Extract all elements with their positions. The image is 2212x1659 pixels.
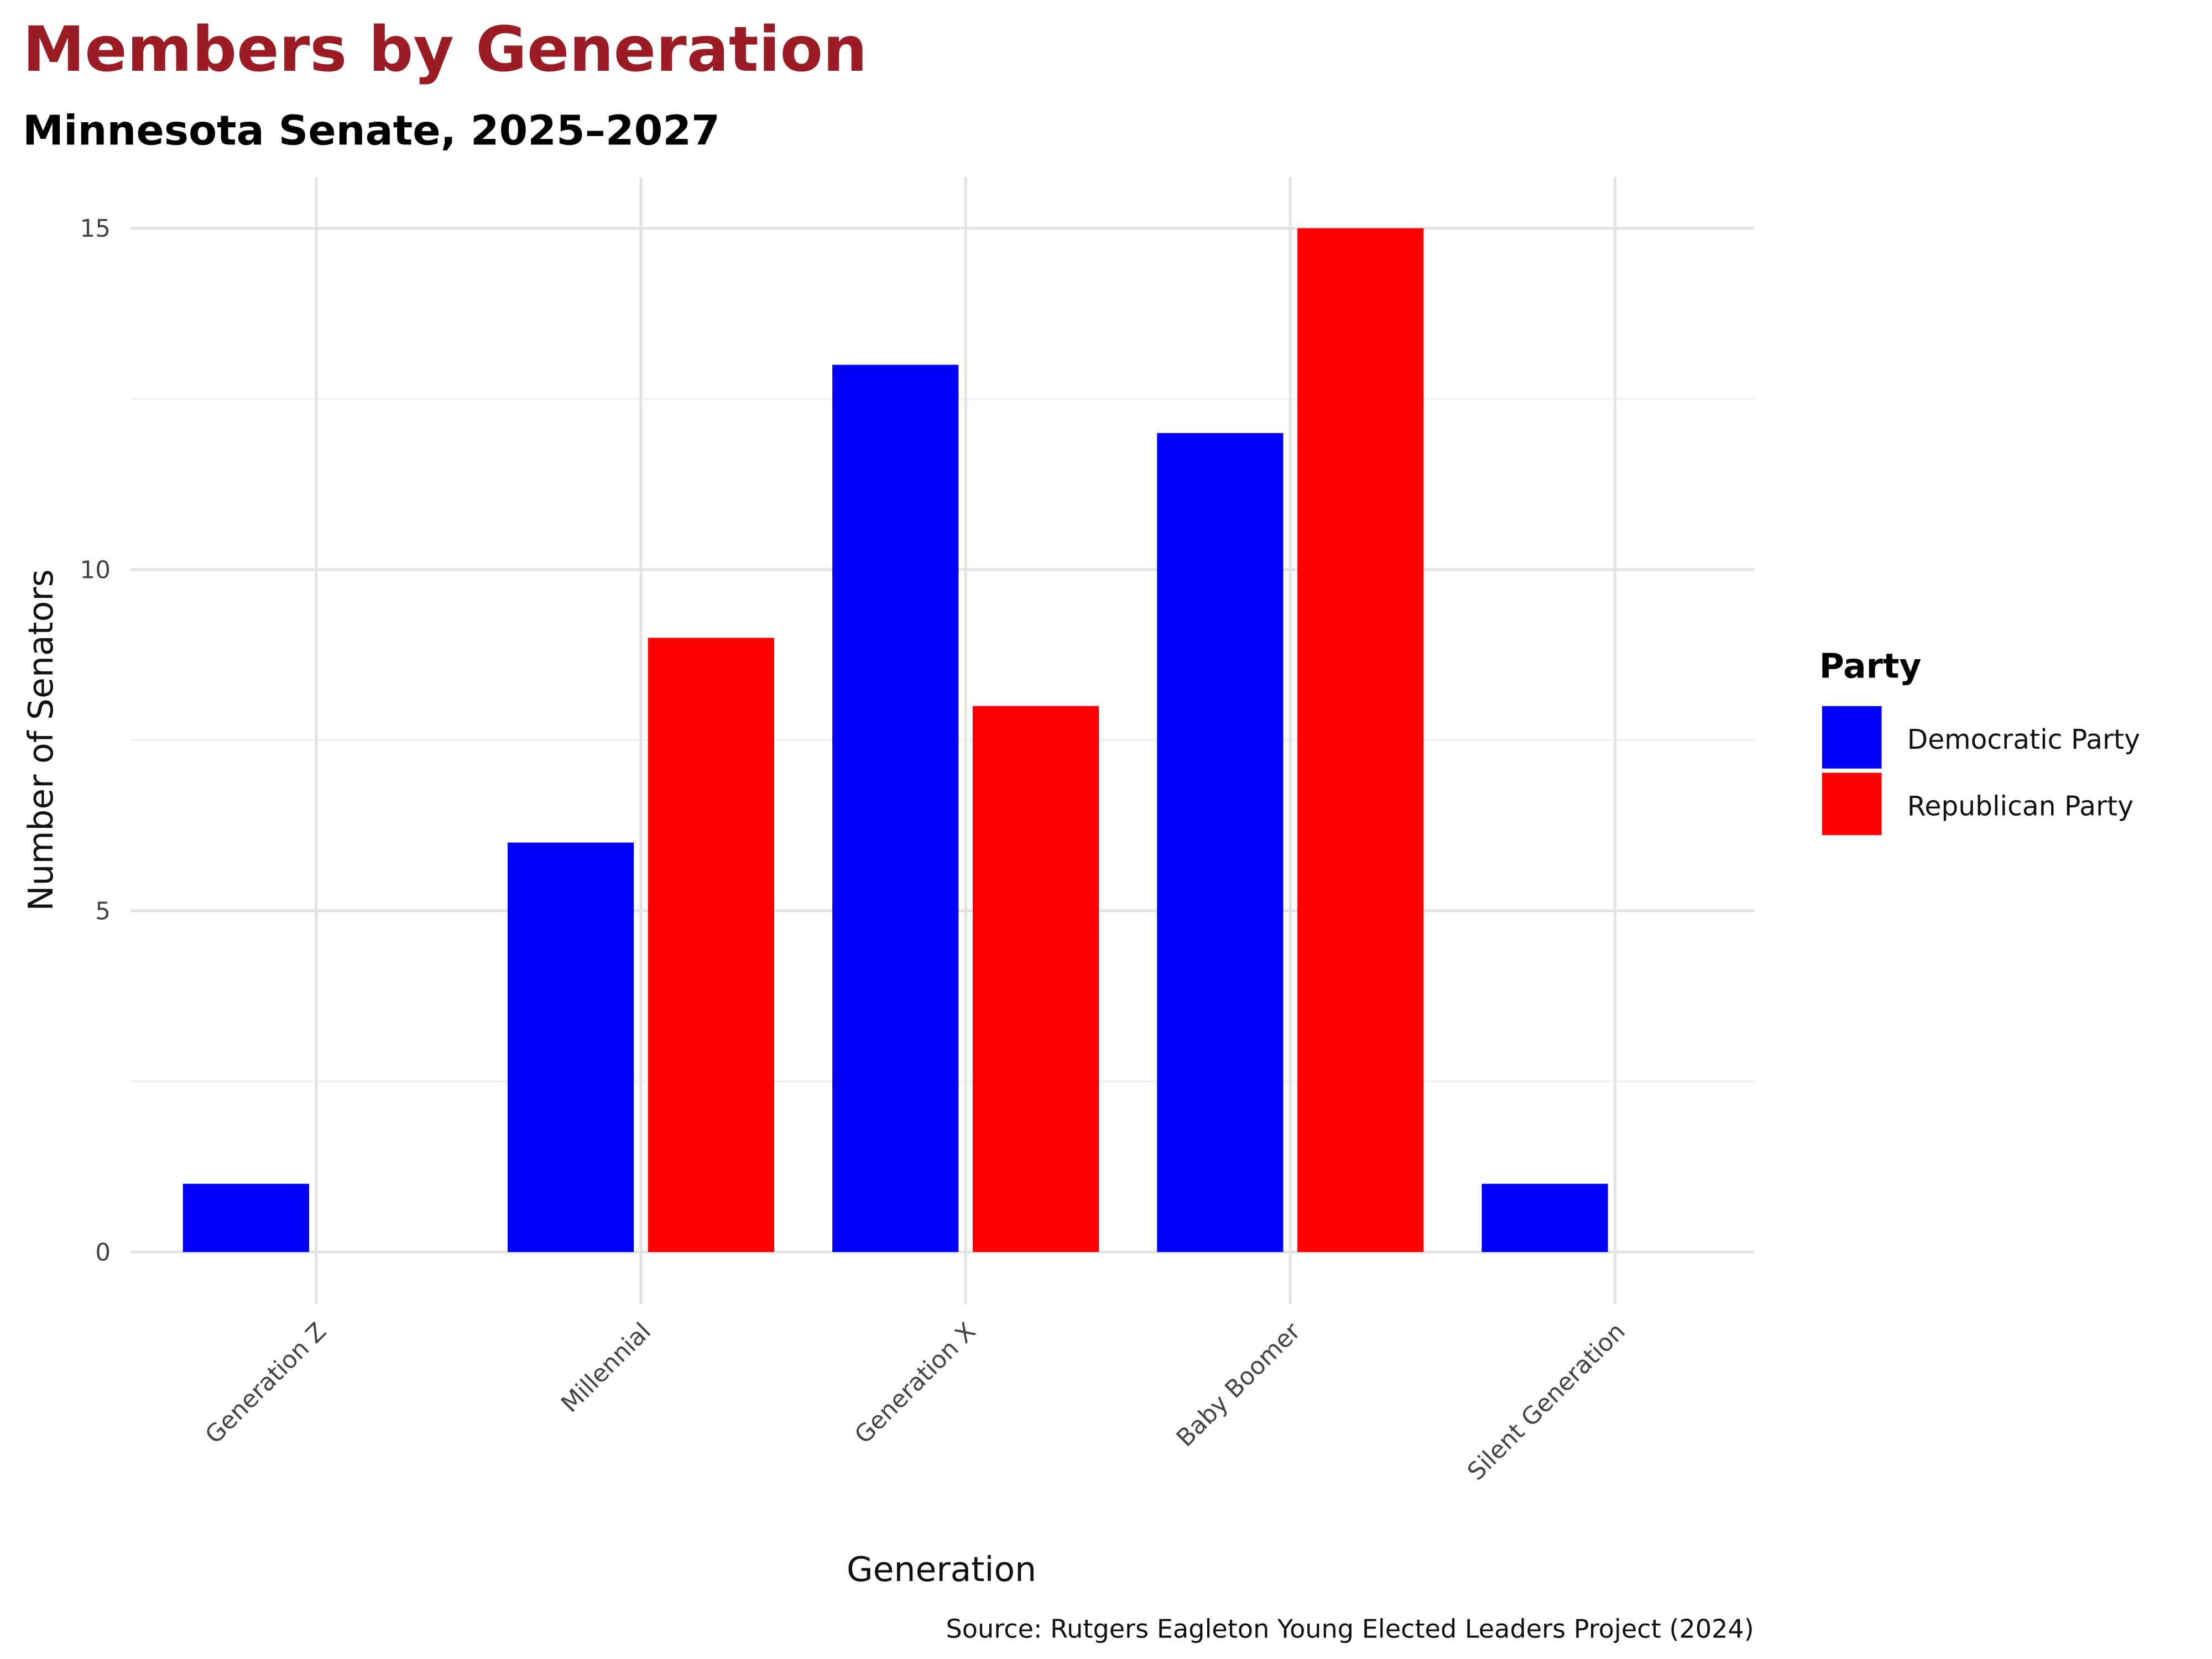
legend-swatch-republican xyxy=(1822,773,1882,836)
bar-republican-3 xyxy=(1297,228,1424,1253)
bar-republican-2 xyxy=(972,706,1099,1253)
legend: Party Democratic Party Republican Party xyxy=(1819,646,2140,836)
x-tick-label: Generation X xyxy=(849,1318,981,1449)
x-tick-label: Baby Boomer xyxy=(1171,1318,1306,1453)
x-tick-label: Silent Generation xyxy=(1462,1318,1630,1486)
legend-title: Party xyxy=(1819,646,1922,686)
x-axis-label: Generation xyxy=(847,1550,1036,1589)
bar-democratic-1 xyxy=(507,842,634,1253)
chart-subtitle: Minnesota Senate, 2025–2027 xyxy=(23,107,720,155)
chart-title: Members by Generation xyxy=(23,13,867,86)
y-tick-label: 0 xyxy=(95,1239,111,1266)
legend-label-republican: Republican Party xyxy=(1907,791,2133,822)
bar-democratic-4 xyxy=(1481,1183,1608,1253)
x-axis-ticks: Generation Z Millennial Generation X Baby B… xyxy=(200,1318,1631,1486)
caption: Source: Rutgers Eagleton Young Elected L… xyxy=(946,1614,1754,1644)
bar-democratic-0 xyxy=(182,1183,309,1253)
y-tick-label: 10 xyxy=(80,556,111,584)
legend-swatch-democratic xyxy=(1822,706,1882,769)
bar-republican-1 xyxy=(648,638,774,1253)
y-tick-label: 15 xyxy=(80,215,111,243)
y-tick-label: 5 xyxy=(95,898,111,925)
legend-label-democratic: Democratic Party xyxy=(1907,724,2140,755)
bar-democratic-3 xyxy=(1157,433,1284,1253)
x-tick-label: Generation Z xyxy=(200,1318,332,1449)
bar-democratic-2 xyxy=(832,364,959,1253)
y-axis-ticks: 0 5 10 15 xyxy=(80,215,111,1266)
bars xyxy=(182,228,1608,1253)
y-axis-label: Number of Senators xyxy=(21,569,61,911)
x-tick-label: Millennial xyxy=(556,1318,657,1418)
